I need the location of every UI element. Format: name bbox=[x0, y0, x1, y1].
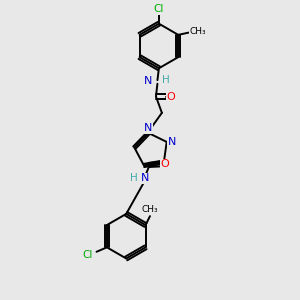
Text: N: N bbox=[144, 76, 152, 86]
Text: O: O bbox=[160, 159, 169, 170]
Text: N: N bbox=[168, 137, 176, 147]
Text: N: N bbox=[144, 123, 153, 133]
Text: CH₃: CH₃ bbox=[190, 27, 206, 36]
Text: Cl: Cl bbox=[154, 4, 164, 14]
Text: H: H bbox=[130, 173, 138, 183]
Text: N: N bbox=[141, 173, 149, 183]
Text: O: O bbox=[167, 92, 175, 101]
Text: H: H bbox=[162, 75, 169, 85]
Text: CH₃: CH₃ bbox=[142, 205, 158, 214]
Text: Cl: Cl bbox=[82, 250, 93, 260]
